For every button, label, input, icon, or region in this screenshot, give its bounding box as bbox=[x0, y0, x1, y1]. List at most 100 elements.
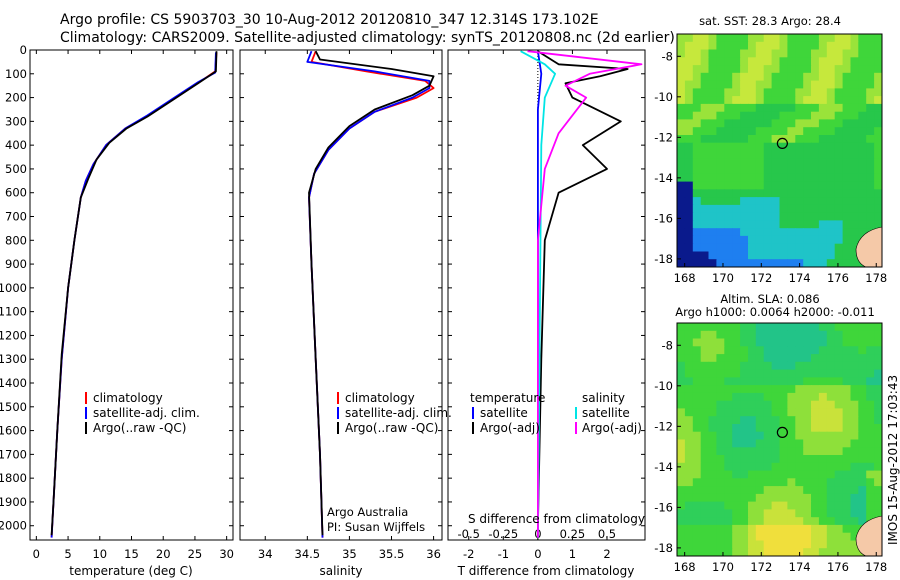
map-cell bbox=[834, 517, 844, 526]
map-cell bbox=[763, 41, 773, 51]
map-cell bbox=[779, 462, 788, 472]
map-cell bbox=[716, 173, 725, 183]
map-cell bbox=[779, 57, 788, 66]
map-cell bbox=[716, 235, 725, 245]
map-cell bbox=[834, 127, 844, 136]
map-cell bbox=[811, 251, 820, 260]
map-cell bbox=[677, 189, 686, 198]
map-cell bbox=[708, 243, 717, 253]
map-cell bbox=[795, 65, 804, 74]
map-cell bbox=[866, 212, 875, 221]
map-cell bbox=[818, 408, 828, 417]
map-cell bbox=[692, 57, 702, 66]
map-cell bbox=[740, 49, 749, 58]
map-cell bbox=[874, 166, 882, 175]
map-cell bbox=[677, 259, 686, 267]
map-cell bbox=[826, 65, 836, 74]
map-cell bbox=[803, 135, 812, 144]
map-cell bbox=[716, 338, 725, 347]
map-cell bbox=[795, 119, 804, 128]
map-cell bbox=[724, 478, 733, 487]
map-cell bbox=[818, 189, 828, 198]
map-cell bbox=[732, 431, 741, 441]
map-cell bbox=[700, 392, 710, 402]
map-cell bbox=[677, 96, 686, 105]
map-cell bbox=[677, 57, 686, 66]
map-cell bbox=[803, 251, 812, 260]
map-cell bbox=[748, 166, 757, 175]
map-cell bbox=[708, 478, 717, 487]
map-cell bbox=[684, 338, 694, 347]
map-cell bbox=[787, 361, 796, 371]
map-cell bbox=[677, 361, 686, 371]
map-cell bbox=[708, 392, 717, 402]
map-cell bbox=[826, 96, 836, 105]
map-cell bbox=[811, 462, 820, 472]
map-cell bbox=[858, 416, 867, 425]
map-cell bbox=[874, 447, 882, 456]
map-cell bbox=[740, 88, 749, 97]
map-cell bbox=[763, 204, 773, 214]
map-cell bbox=[834, 41, 844, 51]
map-cell bbox=[771, 103, 781, 113]
lon-tick-label: 176 bbox=[827, 271, 849, 285]
map-cell bbox=[716, 88, 725, 97]
map-cell bbox=[811, 189, 820, 198]
map-cell bbox=[732, 540, 741, 549]
map-cell bbox=[842, 41, 852, 51]
map-cell bbox=[716, 181, 725, 190]
map-cell bbox=[795, 455, 804, 464]
map-cell bbox=[684, 377, 694, 386]
map-cell bbox=[850, 369, 859, 378]
map-cell bbox=[779, 338, 788, 347]
map-cell bbox=[700, 431, 710, 441]
map-cell bbox=[732, 517, 741, 526]
map-cell bbox=[779, 330, 788, 340]
map-cell bbox=[795, 251, 804, 260]
map-cell bbox=[787, 173, 796, 183]
map-cell bbox=[842, 431, 852, 441]
map-cell bbox=[748, 540, 757, 549]
map-cell bbox=[692, 173, 702, 183]
map-cell bbox=[771, 408, 781, 417]
map-cell bbox=[787, 72, 796, 82]
map-cell bbox=[771, 251, 781, 260]
map-cell bbox=[842, 34, 852, 43]
map-cell bbox=[826, 369, 836, 378]
map-cell bbox=[700, 447, 710, 456]
map-cell bbox=[874, 493, 882, 503]
map-cell bbox=[708, 80, 717, 89]
lat-tick-label: -14 bbox=[654, 171, 673, 185]
map-cell bbox=[763, 166, 773, 175]
map-cell bbox=[755, 385, 765, 394]
map-cell bbox=[866, 400, 875, 410]
map-cell bbox=[684, 72, 694, 82]
map-cell bbox=[732, 166, 741, 175]
map-cell bbox=[677, 49, 686, 58]
map-cell bbox=[795, 408, 804, 417]
map-cell bbox=[874, 80, 882, 89]
map-cell bbox=[732, 385, 741, 394]
map-cell bbox=[748, 142, 757, 152]
map-cell bbox=[858, 166, 867, 175]
map-cell bbox=[716, 197, 725, 206]
map-cell bbox=[763, 197, 773, 206]
map-cell bbox=[787, 509, 796, 518]
map-cell bbox=[811, 385, 820, 394]
map-cell bbox=[677, 517, 686, 526]
map-cell bbox=[692, 346, 702, 355]
map-cell bbox=[748, 501, 757, 510]
map-cell bbox=[842, 408, 852, 417]
map-cell bbox=[732, 532, 741, 542]
map-cell bbox=[771, 416, 781, 425]
map-cell bbox=[716, 41, 725, 51]
map-cell bbox=[834, 447, 844, 456]
map-cell bbox=[740, 493, 749, 503]
depth-tick-label: 1900 bbox=[0, 495, 27, 509]
map-cell bbox=[842, 517, 852, 526]
map-cell bbox=[740, 72, 749, 82]
map-cell bbox=[763, 424, 773, 433]
map-cell bbox=[795, 338, 804, 347]
map-cell bbox=[708, 369, 717, 378]
